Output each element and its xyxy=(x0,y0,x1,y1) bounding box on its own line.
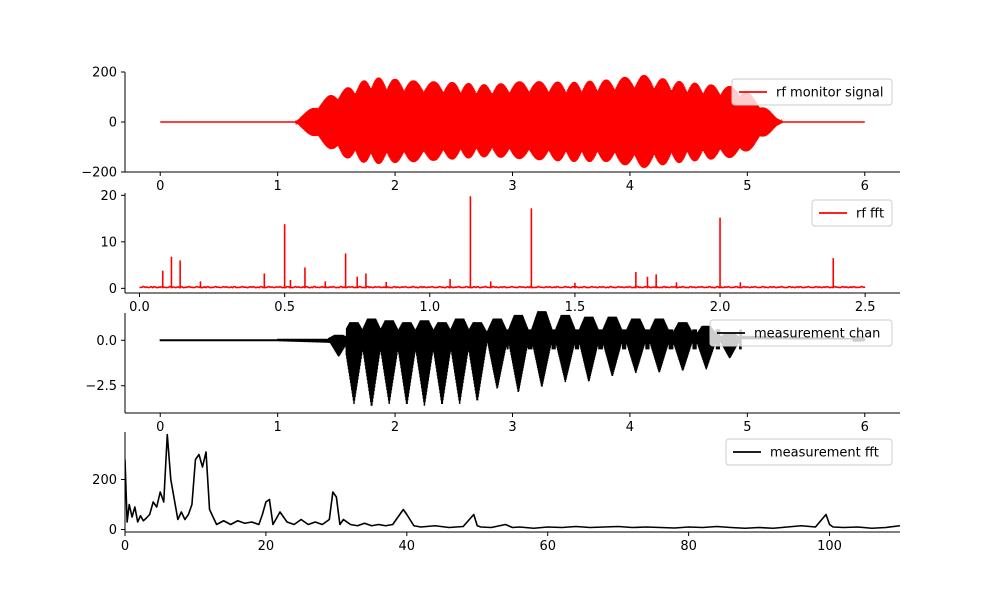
subplot-4: 0 20 40 60 80 100 0 200 measurement fft xyxy=(92,432,900,554)
y-tick-label: 0 xyxy=(109,523,117,538)
y-tick-label: 200 xyxy=(92,473,117,488)
x-tick-label: 0.0 xyxy=(129,300,150,315)
y-tick-label: 0.0 xyxy=(96,334,117,349)
legend-frame xyxy=(731,78,893,106)
series-2-group xyxy=(139,196,866,289)
x-tick-label: 100 xyxy=(817,539,842,554)
y-tick-label: 0 xyxy=(109,282,117,297)
legend: rf monitor signal xyxy=(731,78,893,106)
y-tick-label: 200 xyxy=(92,66,117,81)
x-tick-label: 6 xyxy=(861,179,869,194)
legend-label: measurement fft xyxy=(770,446,879,461)
x-tick-label: 3 xyxy=(508,420,516,435)
subplot-2: 0.0 0.5 1.0 1.5 2.0 2.5 0 10 20 rf fft xyxy=(100,189,900,315)
x-tick-label: 1 xyxy=(274,179,282,194)
y-tick-label: 20 xyxy=(100,189,117,204)
legend-frame xyxy=(725,438,893,466)
x-tick-label: 1.5 xyxy=(565,300,586,315)
x-tick-label: 1.0 xyxy=(419,300,440,315)
y-tick-label: −200 xyxy=(81,166,117,181)
x-tick-label: 6 xyxy=(861,420,869,435)
rf-fft-baseline xyxy=(139,285,866,289)
measurement-fft-line xyxy=(125,433,900,530)
y-tick-label: 0 xyxy=(109,116,117,131)
subplot-1: 0 1 2 3 4 5 6 −200 0 200 rf monitor signal xyxy=(81,66,900,194)
legend-label: measurement chan xyxy=(754,327,880,342)
x-tick-label: 20 xyxy=(258,539,275,554)
x-tick-label: 2.0 xyxy=(710,300,731,315)
x-tick-label: 60 xyxy=(539,539,556,554)
legend-frame xyxy=(709,319,893,347)
x-tick-label: 3 xyxy=(508,179,516,194)
x-tick-label: 2 xyxy=(391,420,399,435)
legend: measurement fft xyxy=(725,438,893,466)
x-tick-label: 4 xyxy=(626,420,634,435)
legend: measurement chan xyxy=(709,319,893,347)
x-tick-label: 0 xyxy=(121,539,129,554)
x-tick-label: 0.5 xyxy=(274,300,295,315)
y-tick-label: 10 xyxy=(100,235,117,250)
y-tick-label: −2.5 xyxy=(85,379,117,394)
x-tick-label: 0 xyxy=(156,420,164,435)
legend: rf fft xyxy=(811,199,893,227)
x-tick-label: 80 xyxy=(680,539,697,554)
legend-label: rf monitor signal xyxy=(776,86,884,101)
subplot-3: 0 1 2 3 4 5 6 −2.5 0.0 measurement chan xyxy=(85,311,900,435)
x-tick-label: 40 xyxy=(399,539,416,554)
x-tick-label: 5 xyxy=(743,179,751,194)
x-tick-label: 2 xyxy=(391,179,399,194)
x-tick-label: 5 xyxy=(743,420,751,435)
x-tick-label: 2.5 xyxy=(855,300,876,315)
legend-frame xyxy=(811,199,893,227)
legend-label: rf fft xyxy=(856,207,884,222)
x-tick-label: 1 xyxy=(274,420,282,435)
x-tick-label: 0 xyxy=(156,179,164,194)
x-tick-label: 4 xyxy=(626,179,634,194)
series-4-group xyxy=(125,433,900,530)
